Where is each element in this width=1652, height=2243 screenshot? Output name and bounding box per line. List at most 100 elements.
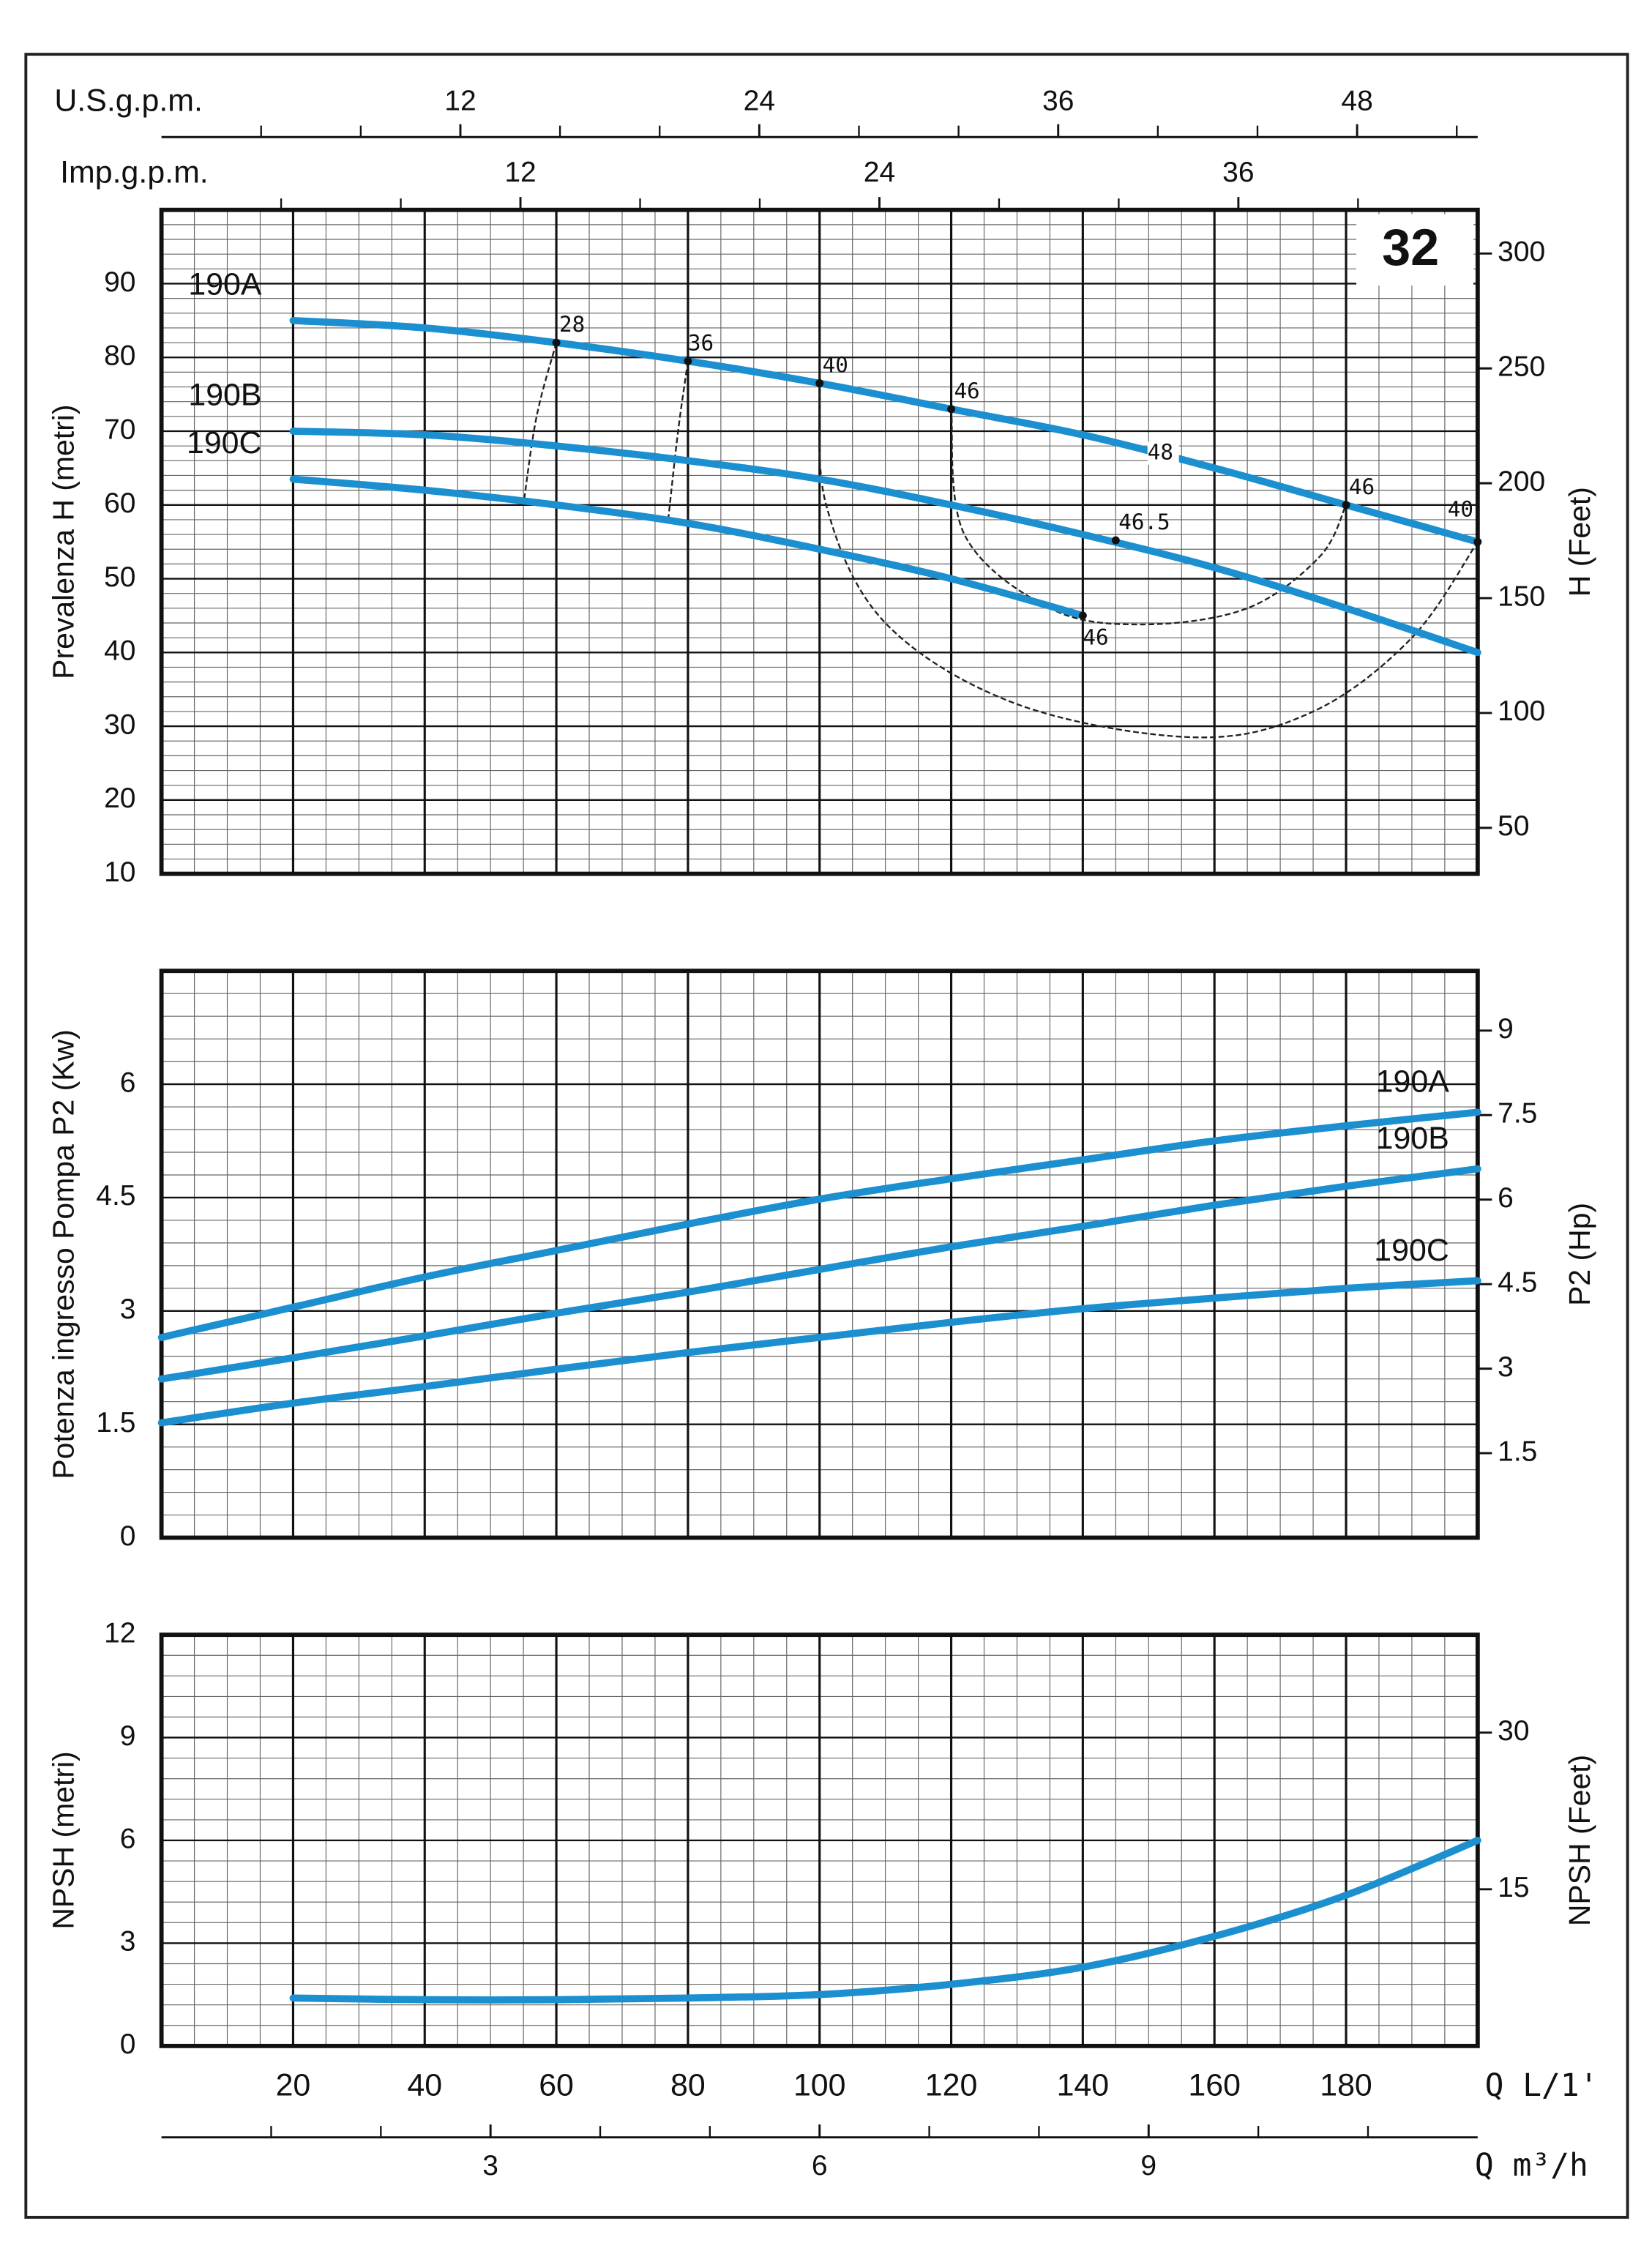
efficiency-point bbox=[815, 379, 824, 387]
efficiency-point bbox=[947, 405, 956, 414]
y-axis-title: NPSH (metri) bbox=[47, 1751, 81, 1929]
plot-frame bbox=[159, 969, 1480, 1540]
series-label: 190A bbox=[188, 266, 262, 302]
y-tick-label: 50 bbox=[104, 561, 135, 593]
y2-tick-label: 30 bbox=[1498, 1715, 1529, 1747]
y-tick-label: 0 bbox=[120, 1520, 136, 1552]
efficiency-label: 46.5 bbox=[1118, 510, 1170, 534]
y-tick-label: 6 bbox=[120, 1823, 136, 1854]
series-label: 190C bbox=[187, 425, 262, 460]
axis-name: Q m³/h bbox=[1475, 2147, 1588, 2184]
badge: 32 bbox=[1382, 218, 1439, 276]
efficiency-label: 40 bbox=[823, 353, 848, 378]
y2-axis-title: P2 (Hp) bbox=[1563, 1203, 1596, 1306]
series-line bbox=[289, 316, 1481, 546]
efficiency-label: 46 bbox=[954, 378, 979, 403]
y-tick-label: 30 bbox=[104, 709, 135, 740]
efficiency-curve bbox=[818, 383, 1479, 739]
x-tick-label: 60 bbox=[539, 2068, 574, 2103]
efficiency-point bbox=[1078, 611, 1087, 620]
y-tick-label: 60 bbox=[104, 488, 135, 519]
top-tick-label: 48 bbox=[1341, 86, 1372, 117]
y-tick-label: 70 bbox=[104, 414, 135, 445]
efficiency-point bbox=[1342, 501, 1350, 510]
series-line bbox=[289, 1837, 1481, 2004]
top-tick-label: 24 bbox=[864, 157, 895, 188]
top-tick-label: 36 bbox=[1042, 86, 1074, 117]
efficiency-point bbox=[684, 357, 692, 365]
y2-tick-label: 150 bbox=[1498, 581, 1545, 612]
series-label: 190C bbox=[1374, 1233, 1449, 1268]
y2-tick-label: 9 bbox=[1498, 1013, 1514, 1045]
efficiency-label: 46 bbox=[1349, 474, 1375, 499]
series-line bbox=[157, 1165, 1481, 1383]
y2-tick-label: 15 bbox=[1498, 1872, 1529, 1903]
efficiency-label: 46 bbox=[1083, 625, 1108, 650]
efficiency-point bbox=[1111, 536, 1120, 545]
x-tick-label: 100 bbox=[793, 2068, 846, 2103]
y-tick-label: 20 bbox=[104, 783, 135, 814]
series-line bbox=[157, 1108, 1481, 1341]
y2-axis-title: NPSH (Feet) bbox=[1563, 1755, 1596, 1926]
y-axis-title: Prevalenza H (metri) bbox=[47, 404, 81, 679]
bottom-tick-label: 9 bbox=[1140, 2150, 1156, 2182]
y-tick-label: 9 bbox=[120, 1720, 136, 1752]
x-tick-label: 160 bbox=[1188, 2068, 1241, 2103]
y-tick-label: 1.5 bbox=[96, 1407, 135, 1438]
efficiency-curve bbox=[667, 361, 689, 520]
x-tick-label: 20 bbox=[276, 2068, 311, 2103]
series-label: 190B bbox=[1376, 1121, 1449, 1156]
series-line bbox=[157, 1277, 1481, 1427]
y2-tick-label: 6 bbox=[1498, 1182, 1514, 1214]
efficiency-label: 28 bbox=[559, 312, 585, 337]
x-tick-label: 140 bbox=[1057, 2068, 1110, 2103]
y-tick-label: 6 bbox=[120, 1067, 136, 1098]
y-tick-label: 80 bbox=[104, 340, 135, 372]
y2-tick-label: 4.5 bbox=[1498, 1266, 1537, 1298]
bottom-tick-label: 3 bbox=[482, 2150, 498, 2182]
y2-tick-label: 3 bbox=[1498, 1351, 1514, 1383]
series-label: 190A bbox=[1376, 1064, 1450, 1100]
y2-tick-label: 300 bbox=[1498, 236, 1545, 268]
y-tick-label: 3 bbox=[120, 1294, 136, 1325]
y-tick-label: 3 bbox=[120, 1926, 136, 1958]
y2-tick-label: 1.5 bbox=[1498, 1436, 1537, 1467]
efficiency-curve bbox=[950, 408, 1348, 626]
x-axis-title: Q L/1' bbox=[1485, 2067, 1599, 2104]
series-line bbox=[289, 428, 1481, 657]
label-bg bbox=[1147, 441, 1179, 465]
series-line bbox=[289, 475, 1087, 619]
y-tick-label: 10 bbox=[104, 856, 135, 888]
top-tick-label: 24 bbox=[744, 86, 775, 117]
y2-axis-title: H (Feet) bbox=[1563, 487, 1596, 597]
page-frame bbox=[24, 53, 1629, 2219]
efficiency-label: 36 bbox=[688, 330, 714, 355]
y-tick-label: 40 bbox=[104, 635, 135, 667]
x-tick-label: 120 bbox=[925, 2068, 978, 2103]
y2-tick-label: 7.5 bbox=[1498, 1098, 1537, 1130]
efficiency-point bbox=[552, 338, 561, 347]
axis-name: U.S.g.p.m. bbox=[54, 83, 203, 119]
x-tick-label: 180 bbox=[1320, 2068, 1372, 2103]
top-tick-label: 12 bbox=[444, 86, 476, 117]
y2-tick-label: 250 bbox=[1498, 351, 1545, 383]
badge-bg bbox=[1356, 214, 1473, 286]
top-tick-label: 36 bbox=[1222, 157, 1254, 188]
y-tick-label: 4.5 bbox=[96, 1180, 135, 1212]
y-tick-label: 90 bbox=[104, 266, 135, 298]
axis-name: Imp.g.p.m. bbox=[60, 154, 209, 190]
series-label: 190B bbox=[188, 378, 261, 413]
efficiency-label: 40 bbox=[1448, 497, 1473, 522]
efficiency-curve bbox=[522, 342, 558, 505]
x-tick-label: 80 bbox=[670, 2068, 706, 2103]
efficiency-point bbox=[1473, 537, 1482, 546]
y2-tick-label: 200 bbox=[1498, 466, 1545, 497]
y2-tick-label: 50 bbox=[1498, 810, 1529, 842]
top-tick-label: 12 bbox=[504, 157, 536, 188]
y-axis-title: Potenza ingresso Pompa P2 (Kw) bbox=[47, 1029, 81, 1479]
efficiency-label: 48 bbox=[1148, 440, 1173, 465]
bottom-tick-label: 6 bbox=[812, 2150, 828, 2182]
y-tick-label: 12 bbox=[104, 1617, 135, 1649]
x-tick-label: 40 bbox=[407, 2068, 442, 2103]
